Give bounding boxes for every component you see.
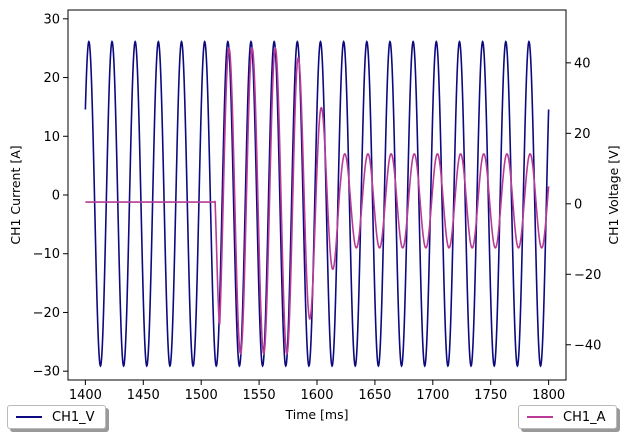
x-tick-label: 1750	[474, 388, 507, 403]
legend-ch1-a: CH1_A	[518, 405, 617, 429]
right-axis-title: CH1 Voltage [V]	[606, 145, 621, 244]
y-left-tick-label: 20	[43, 71, 60, 86]
y-left-tick-label: 10	[43, 130, 60, 145]
x-tick-label: 1800	[532, 388, 565, 403]
x-tick-label: 1450	[127, 388, 160, 403]
x-tick-label: 1550	[243, 388, 276, 403]
x-tick-label: 1650	[358, 388, 391, 403]
plot-area	[84, 40, 550, 368]
y-right-tick-label: 20	[574, 127, 591, 142]
x-axis-title: Time [ms]	[284, 407, 348, 422]
axis-ticks: 1400 1450 1500 1550 1600 1650 1700 1750 1800 −30 −…	[33, 12, 602, 403]
y-right-tick-label: 0	[574, 197, 582, 212]
legend-ch1-v-label: CH1_V	[52, 409, 95, 425]
legend-ch1-a-swatch	[527, 416, 553, 418]
x-tick-label: 1400	[69, 388, 102, 403]
x-tick-label: 1500	[185, 388, 218, 403]
y-left-tick-label: −20	[33, 306, 60, 321]
y-left-tick-label: −30	[33, 365, 60, 380]
y-right-tick-label: 40	[574, 56, 591, 71]
y-right-tick-label: −40	[574, 338, 601, 353]
y-left-tick-label: 30	[43, 12, 60, 27]
legend-ch1-a-label: CH1_A	[563, 409, 606, 425]
legend-ch1-v: CH1_V	[7, 405, 106, 429]
legend-ch1-v-swatch	[16, 416, 42, 418]
y-left-tick-label: 0	[52, 189, 60, 204]
x-tick-label: 1700	[416, 388, 449, 403]
x-tick-label: 1600	[300, 388, 333, 403]
series-line-ch1-a	[85, 46, 550, 356]
series-line-ch1-v	[84, 40, 550, 368]
left-axis-title: CH1 Current [A]	[8, 145, 23, 244]
y-left-tick-label: −10	[33, 247, 60, 262]
y-right-tick-label: −20	[574, 268, 601, 283]
